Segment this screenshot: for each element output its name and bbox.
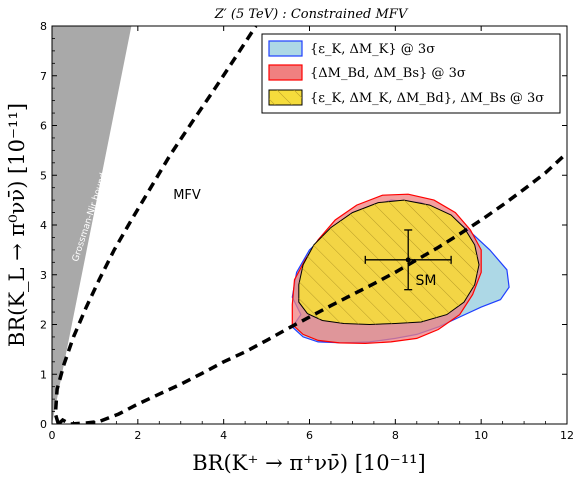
- y-tick-label: 4: [40, 219, 47, 232]
- y-tick-label: 7: [40, 70, 47, 83]
- x-tick-label: 8: [392, 429, 399, 442]
- chart-title: Z′ (5 TeV) : Constrained MFV: [214, 7, 409, 22]
- x-tick-label: 0: [49, 429, 56, 442]
- y-tick-label: 0: [40, 418, 47, 431]
- legend-label-red: {ΔM_Bd, ΔM_Bs} @ 3σ: [310, 66, 466, 81]
- y-tick-label: 3: [40, 269, 47, 282]
- x-tick-label: 2: [134, 429, 141, 442]
- y-tick-label: 1: [40, 368, 47, 381]
- y-tick-label: 5: [40, 169, 47, 182]
- x-tick-label: 12: [560, 429, 574, 442]
- y-tick-label: 6: [40, 120, 47, 133]
- x-tick-label: 10: [474, 429, 488, 442]
- y-tick-label: 2: [40, 319, 47, 332]
- legend-swatch-blue: [268, 40, 303, 57]
- legend-box: [261, 33, 561, 114]
- legend-label-yellow: {ε_K, ΔM_K, ΔM_Bd}, ΔM_Bs @ 3σ: [310, 91, 544, 106]
- x-tick-label: 6: [306, 429, 313, 442]
- plot-area: [52, 26, 567, 424]
- legend-label-blue: {ε_K, ΔM_K} @ 3σ: [310, 42, 435, 57]
- sm-point: [364, 229, 452, 291]
- legend-swatch-red: [268, 64, 303, 81]
- mfv-curve: [57, 151, 567, 424]
- x-axis-title: BR(K⁺ → π⁺νν̄) [10⁻¹¹]: [192, 451, 425, 475]
- y-axis-ticks: 0 1 2 3 4 5 6 7 8: [40, 20, 567, 431]
- mfv-curve-upper: [53, 26, 258, 424]
- region-combined-hatch: [298, 200, 479, 325]
- y-tick-label: 8: [40, 20, 47, 33]
- x-tick-label: 4: [220, 429, 227, 442]
- x-axis-ticks: 0 2 4 6 8 10 12: [49, 26, 574, 442]
- y-axis-title: BR(K_L → π⁰νν̄) [10⁻¹¹]: [5, 103, 29, 347]
- legend: {ε_K, ΔM_K} @ 3σ {ΔM_Bd, ΔM_Bs} @ 3σ {ε_…: [261, 33, 561, 114]
- mfv-label: MFV: [173, 188, 201, 203]
- legend-swatch-yellow-hatch: [269, 90, 302, 105]
- grossman-nir-band: [52, 26, 132, 424]
- sm-marker: [405, 257, 411, 263]
- sm-label: SM: [416, 273, 437, 289]
